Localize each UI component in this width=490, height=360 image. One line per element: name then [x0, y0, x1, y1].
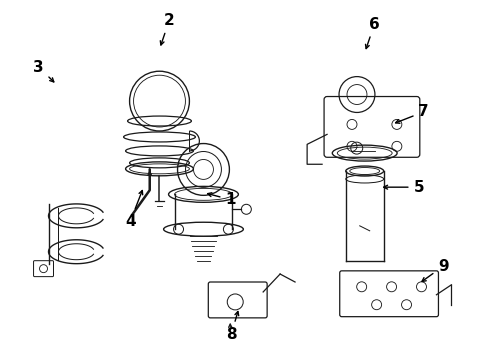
Text: 5: 5 [384, 180, 424, 195]
Text: 1: 1 [208, 192, 236, 207]
Text: 8: 8 [226, 311, 239, 342]
Text: 6: 6 [366, 17, 380, 49]
Text: 3: 3 [33, 59, 54, 82]
Text: 9: 9 [422, 258, 449, 282]
Text: 4: 4 [125, 190, 143, 229]
Text: 2: 2 [160, 13, 174, 45]
Text: 7: 7 [395, 104, 429, 123]
